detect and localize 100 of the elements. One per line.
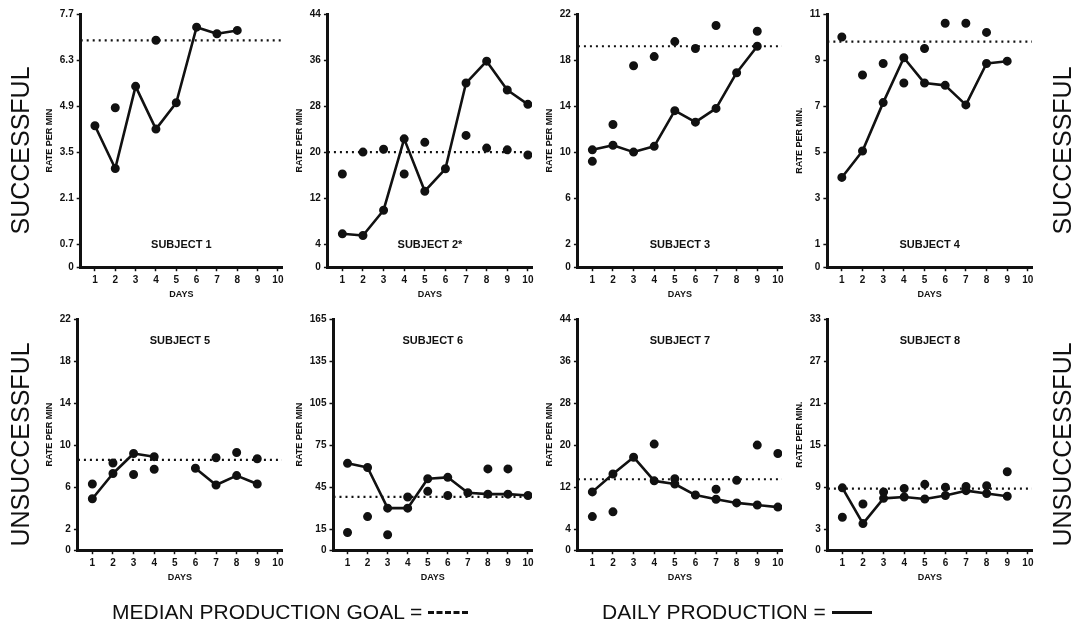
- x-axis-title: DAYS: [667, 572, 693, 583]
- y-tick-label: 6: [65, 480, 72, 492]
- text: MEDIAN PRODUCTION GOAL =: [112, 600, 423, 624]
- point: [690, 117, 700, 127]
- point: [1002, 491, 1012, 501]
- point: [899, 492, 909, 502]
- text: SUBJECT 1: [151, 238, 212, 251]
- x-tick-label: 4: [151, 556, 158, 568]
- x-tick-label: 2: [364, 556, 371, 568]
- y-tick-label: 14: [559, 99, 572, 111]
- x-axis-title: DAYS: [420, 572, 445, 583]
- point: [358, 231, 368, 241]
- x-tick-label: 3: [880, 556, 887, 568]
- x-tick-label: 3: [630, 556, 637, 568]
- point: [752, 440, 762, 450]
- point: [482, 56, 492, 66]
- point: [649, 141, 659, 151]
- y-tick-label: 22: [59, 312, 72, 324]
- point: [920, 494, 930, 504]
- point: [403, 492, 413, 502]
- point: [211, 480, 221, 490]
- x-tick-label: 10: [772, 273, 784, 285]
- x-tick-label: 9: [505, 556, 512, 568]
- x-tick-label: 3: [380, 273, 387, 285]
- x-tick-label: 6: [942, 556, 949, 568]
- point: [1002, 467, 1012, 477]
- point: [379, 144, 389, 154]
- point: [420, 186, 430, 196]
- point: [982, 488, 992, 498]
- y-tick-label: 7: [814, 99, 821, 111]
- x-tick-label: 4: [901, 556, 908, 568]
- x-tick-label: 7: [963, 556, 970, 568]
- x-tick-label: 4: [401, 273, 408, 285]
- x-tick-label: 9: [754, 273, 761, 285]
- point: [878, 58, 888, 68]
- point: [711, 494, 721, 504]
- y-tick-label: 20: [309, 145, 322, 157]
- y-tick-label: 2.1: [59, 191, 75, 203]
- x-tick-label: 5: [173, 273, 180, 285]
- point: [343, 458, 353, 468]
- point: [129, 470, 139, 480]
- x-tick-label: 7: [465, 556, 472, 568]
- text: UNSUCCESSFUL: [1047, 341, 1077, 547]
- point: [711, 103, 721, 113]
- x-tick-label: 10: [1022, 556, 1034, 568]
- point: [629, 452, 639, 462]
- point: [87, 479, 97, 489]
- x-tick-label: 5: [672, 273, 679, 285]
- text: SUBJECT 7: [649, 334, 711, 347]
- y-tick-label: 10: [559, 145, 572, 157]
- point: [343, 528, 353, 538]
- x-tick-label: 7: [713, 556, 720, 568]
- point: [503, 489, 513, 499]
- x-tick-label: 4: [153, 273, 160, 285]
- x-tick-label: 3: [630, 273, 637, 285]
- y-tick-label: 0: [815, 543, 822, 555]
- text: UNSUCCESSFUL: [5, 341, 35, 547]
- y-tick-label: 105: [309, 396, 327, 408]
- x-tick-label: 7: [963, 273, 970, 285]
- point: [399, 134, 409, 144]
- y-tick-label: 7.7: [59, 7, 75, 19]
- point: [399, 169, 409, 179]
- point: [171, 98, 181, 108]
- point: [649, 52, 659, 62]
- point: [1002, 56, 1012, 66]
- y-tick-label: 1: [814, 237, 821, 249]
- y-tick-label: 6.3: [59, 53, 75, 65]
- point: [90, 121, 100, 131]
- point: [649, 476, 659, 486]
- point: [858, 499, 868, 509]
- x-tick-label: 8: [983, 556, 990, 568]
- y-tick-label: 10: [59, 438, 72, 450]
- point: [502, 85, 512, 95]
- point: [711, 484, 721, 494]
- point: [110, 164, 120, 174]
- point: [379, 205, 389, 215]
- x-tick-label: 2: [860, 556, 867, 568]
- text: SUBJECT 5: [149, 334, 211, 347]
- y-axis-title: RATE PER MIN: [543, 108, 554, 173]
- y-tick-label: 75: [315, 438, 327, 450]
- x-tick-label: 5: [424, 556, 431, 568]
- y-tick-label: 6: [565, 191, 572, 203]
- x-tick-label: 6: [692, 273, 699, 285]
- x-tick-label: 2: [112, 273, 119, 285]
- point: [711, 21, 721, 31]
- x-tick-label: 1: [839, 273, 846, 285]
- point: [587, 145, 597, 155]
- text: SUBJECT 6: [402, 334, 464, 347]
- x-tick-label: 1: [89, 556, 96, 568]
- x-tick-label: 8: [733, 273, 740, 285]
- point: [670, 106, 680, 116]
- x-tick-label: 7: [213, 556, 220, 568]
- point: [252, 454, 262, 464]
- point: [108, 458, 118, 468]
- point: [232, 25, 242, 35]
- y-axis-title: RATE PER MIN: [293, 402, 304, 467]
- point: [961, 18, 971, 28]
- point: [961, 100, 971, 110]
- point: [440, 164, 450, 174]
- x-tick-label: 10: [272, 556, 284, 568]
